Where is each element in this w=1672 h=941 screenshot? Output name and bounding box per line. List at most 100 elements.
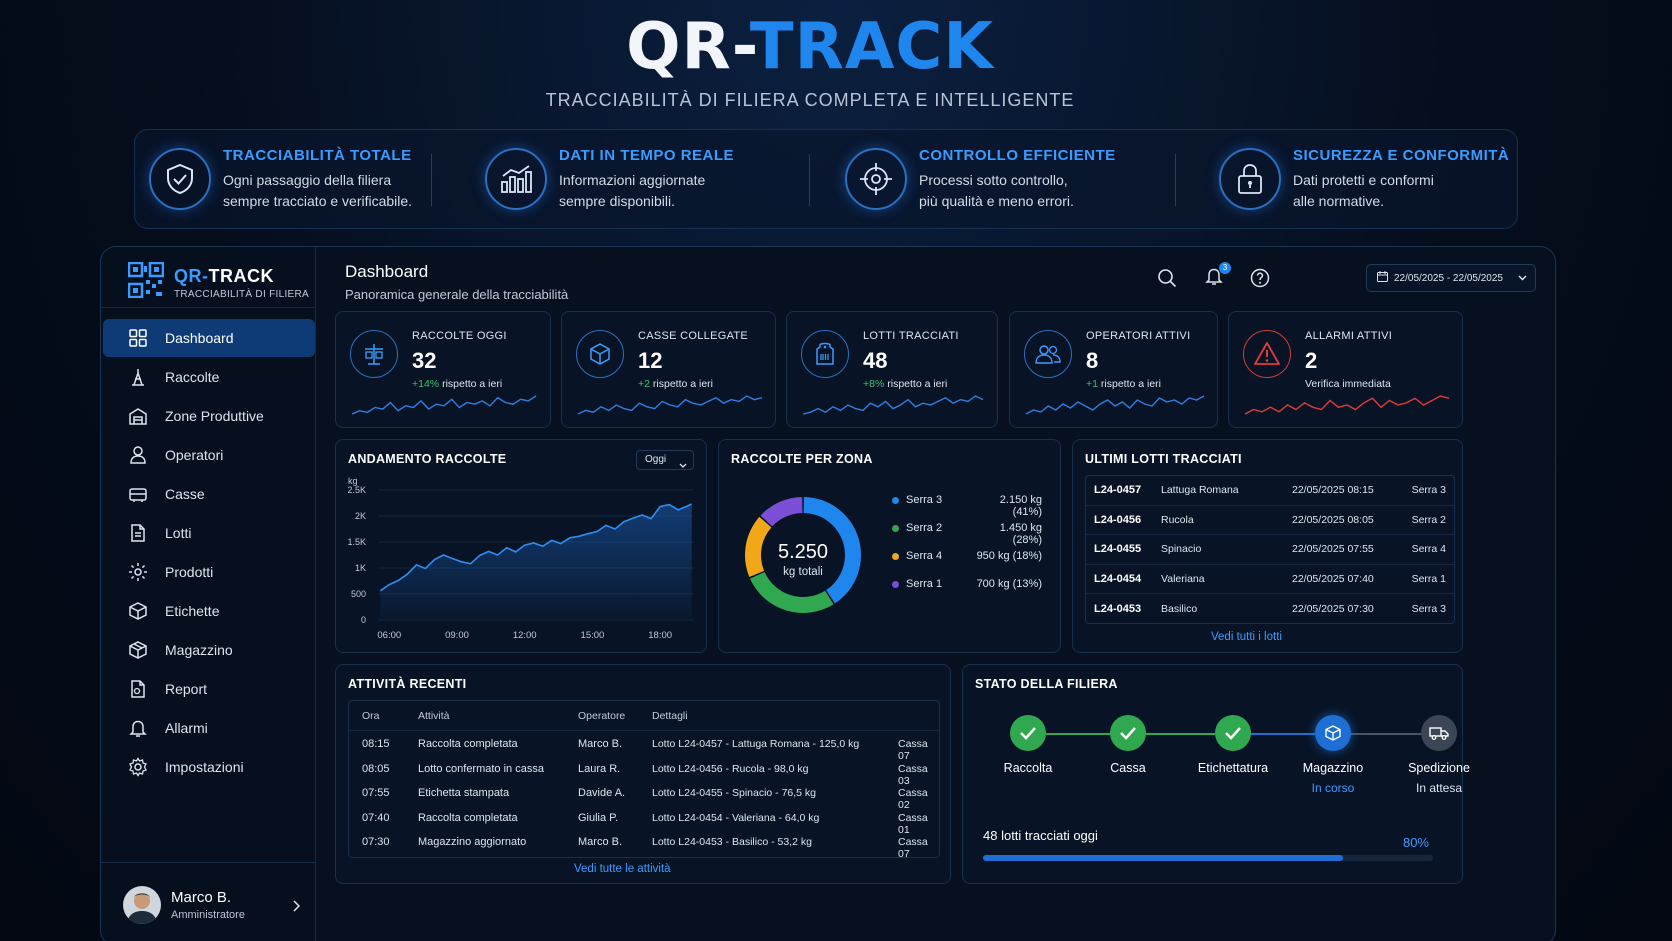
latest-lots-panel: ULTIMI LOTTI TRACCIATI L24-0457 Lattuga R…	[1072, 439, 1463, 653]
help-icon[interactable]	[1247, 265, 1273, 291]
pie-slice[interactable]	[803, 497, 861, 604]
table-row[interactable]: L24-0454 Valeriana 22/05/2025 07:40 Serra 1	[1086, 565, 1454, 595]
lot-zone: Serra 4	[1411, 543, 1446, 556]
brand[interactable]: QR-TRACK TRACCIABILITÀ DI FILIERA	[127, 261, 309, 303]
table-row[interactable]: L24-0456 Rucola 22/05/2025 08:05 Serra 2	[1086, 506, 1454, 536]
period-select-value: Oggi	[645, 454, 667, 465]
step-spedizione[interactable]: Spedizione In attesa	[1394, 715, 1484, 795]
feature-title: TRACCIABILITÀ TOTALE	[223, 146, 412, 164]
activity-time: 07:30	[362, 836, 390, 848]
zone-donut-chart: 5.250 kg totali	[745, 497, 861, 613]
feature-tracciabilita: TRACCIABILITÀ TOTALE Ogni passaggio dell…	[149, 130, 412, 228]
sidebar-item-label: Prodotti	[165, 564, 214, 580]
truck-icon	[1421, 715, 1457, 751]
sidebar-item-magazzino[interactable]: Magazzino	[101, 631, 316, 669]
feature-line: Processi sotto controllo,	[919, 171, 1068, 188]
column-header: Operatore	[578, 710, 626, 722]
progress-percent: 80%	[1402, 835, 1429, 850]
zone-icon	[127, 405, 149, 427]
kpi-delta: Verifica immediata	[1305, 378, 1391, 390]
view-all-lots-link[interactable]: Vedi tutti i lotti	[1211, 631, 1282, 643]
sidebar-item-allarmi[interactable]: Allarmi	[101, 709, 316, 747]
kpi-card-allarmi[interactable]: ALLARMI ATTIVI 2 Verifica immediata	[1228, 311, 1463, 428]
sidebar-item-lotti[interactable]: Lotti	[101, 514, 316, 552]
user-profile[interactable]: Marco B. Amministratore	[101, 862, 316, 941]
sidebar-item-operatori[interactable]: Operatori	[101, 436, 316, 474]
sidebar-item-prodotti[interactable]: Prodotti	[101, 553, 316, 591]
period-select[interactable]: Oggi	[636, 450, 694, 470]
document-icon	[127, 522, 149, 544]
sidebar-item-raccolte[interactable]: Raccolte	[101, 358, 316, 396]
table-row[interactable]: L24-0457 Lattuga Romana 22/05/2025 08:15 Se…	[1086, 476, 1454, 506]
label-icon	[127, 600, 149, 622]
column-header: Ora	[362, 710, 380, 722]
user-name: Marco B.	[171, 889, 232, 906]
notifications-button[interactable]: 3	[1201, 262, 1231, 291]
sidebar-item-dashboard[interactable]: Dashboard	[103, 319, 315, 357]
lot-product: Spinacio	[1161, 543, 1202, 556]
lot-date: 22/05/2025 07:40	[1292, 573, 1374, 586]
lot-zone: Serra 3	[1411, 603, 1446, 616]
table-row[interactable]: 08:15 Raccolta completata Marco B. Lotto L2…	[349, 731, 939, 762]
sidebar-item-impostazioni[interactable]: Impostazioni	[101, 748, 316, 786]
lot-id: L24-0456	[1094, 513, 1142, 526]
feature-sicurezza: SICUREZZA E CONFORMITÀ Dati protetti e c…	[1219, 130, 1509, 228]
activity-time: 08:05	[362, 762, 390, 775]
search-icon[interactable]	[1154, 265, 1180, 291]
sparkline-line	[1025, 395, 1205, 415]
step-magazzino[interactable]: Magazzino In corso	[1288, 715, 1378, 795]
date-range-picker[interactable]: 22/05/2025 - 22/05/2025	[1366, 264, 1536, 292]
sidebar-item-label: Zone Produttive	[165, 408, 264, 424]
report-icon	[127, 678, 149, 700]
pie-slice[interactable]	[760, 497, 803, 527]
check-icon	[1010, 715, 1046, 751]
bar-chart-icon	[485, 148, 547, 210]
kpi-card-raccolte[interactable]: RACCOLTE OGGI 32 +14% rispetto a ieri	[335, 311, 551, 428]
legend-item: Serra 3 2.150 kg (41%)	[892, 494, 1042, 518]
sidebar-item-label: Dashboard	[165, 330, 234, 346]
scale-icon	[350, 330, 398, 378]
kpi-card-casse[interactable]: CASSE COLLEGATE 12 +2 rispetto a ieri	[561, 311, 776, 428]
sidebar-item-report[interactable]: Report	[101, 670, 316, 708]
app-window: QR-TRACK TRACCIABILITÀ DI FILIERA Dashbo…	[100, 246, 1556, 941]
pie-slice[interactable]	[750, 572, 834, 613]
sidebar-item-casse[interactable]: Casse	[101, 475, 316, 513]
sidebar-item-zone-produttive[interactable]: Zone Produttive	[101, 397, 316, 435]
kpi-sparkline	[351, 395, 537, 415]
lot-id: L24-0453	[1094, 603, 1142, 616]
table-row[interactable]: 07:30 Magazzino aggiornato Marco B. Lotto L…	[349, 829, 939, 860]
lot-zone: Serra 3	[1411, 484, 1446, 497]
table-row[interactable]: 07:55 Etichetta stampata Davide A. Lotto L2…	[349, 780, 939, 811]
step-raccolta[interactable]: Raccolta	[983, 715, 1073, 775]
chevron-right-icon[interactable]	[292, 899, 301, 917]
supply-chain-status-panel: STATO DELLA FILIERA Raccolta Cassa Etich…	[962, 664, 1470, 884]
kpi-card-lotti[interactable]: LOTTI TRACCIATI 48 +8% rispetto a ieri	[786, 311, 998, 428]
column-header: Dettagli	[652, 710, 688, 722]
sidebar-item-label: Report	[165, 681, 208, 697]
sidebar-item-label: Casse	[165, 486, 205, 502]
kpi-value: 2	[1305, 348, 1318, 373]
pie-slice[interactable]	[745, 516, 772, 577]
legend-value: 2.150 kg (41%)	[999, 494, 1042, 518]
feature-title: DATI IN TEMPO REALE	[559, 146, 735, 164]
step-cassa[interactable]: Cassa	[1083, 715, 1173, 775]
kpi-delta-value: +8%	[863, 378, 885, 390]
view-all-activities-link[interactable]: Vedi tutte le attività	[574, 863, 671, 875]
y-axis-unit: kg	[348, 476, 358, 486]
table-row[interactable]: 08:05 Lotto confermato in cassa Laura R. Lo…	[349, 756, 939, 787]
section-title: STATO DELLA FILIERA	[975, 677, 1118, 691]
feature-divider	[1175, 154, 1176, 206]
sidebar-item-etichette[interactable]: Etichette	[101, 592, 316, 630]
table-row[interactable]: L24-0455 Spinacio 22/05/2025 07:55 Serra 4	[1086, 535, 1454, 565]
activity-time: 08:15	[362, 738, 390, 750]
harvest-trend-chart: kg 0 500 1K 1.5K 2K 2.5K 06:00 09:00 12:00 15:00 18…	[347, 476, 694, 641]
table-row[interactable]: 07:40 Raccolta completata Giulia P. Lotto L…	[349, 805, 939, 836]
kpi-card-operatori[interactable]: OPERATORI ATTIVI 8 +1 rispetto a ieri	[1009, 311, 1218, 428]
step-etichettatura[interactable]: Etichettatura	[1188, 715, 1278, 775]
kpi-delta-value: +2	[638, 378, 650, 390]
sidebar-item-label: Etichette	[165, 603, 220, 619]
product-icon	[127, 561, 149, 583]
qr-code-icon	[127, 261, 165, 303]
table-row[interactable]: L24-0453 Basilico 22/05/2025 07:30 Serra 3	[1086, 594, 1454, 624]
lot-product: Valeriana	[1161, 573, 1205, 586]
